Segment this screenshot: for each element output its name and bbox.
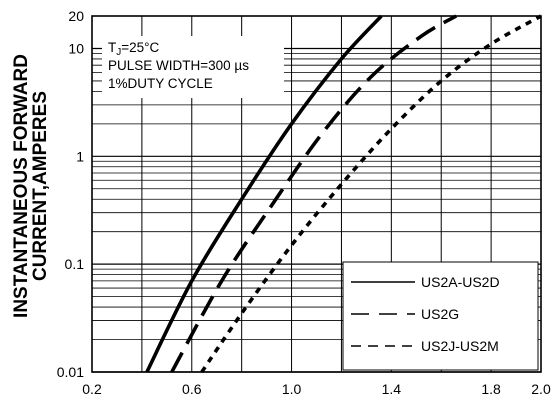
y-tick-label: 10 xyxy=(68,40,84,56)
series-line-us2j-us2m xyxy=(200,14,542,374)
x-tick-label: 2.0 xyxy=(531,381,551,397)
x-tick-label: 1.8 xyxy=(481,381,501,397)
series-line-us2g xyxy=(170,14,458,373)
duty-cycle-note: 1%DUTY CYCLE xyxy=(108,76,213,91)
y-tick-label: 0.01 xyxy=(57,364,84,380)
legend-label-us2j-us2m: US2J-US2M xyxy=(421,338,499,354)
legend-label-us2a-us2d: US2A-US2D xyxy=(421,274,500,290)
x-tick-label: 0.6 xyxy=(182,381,202,397)
x-tick-label: 0.2 xyxy=(82,381,102,397)
legend-background xyxy=(342,261,539,371)
y-tick-label: 0.1 xyxy=(65,256,85,272)
y-tick-label: 20 xyxy=(68,8,84,24)
tj-prefix: T xyxy=(108,40,116,55)
tick-label-layer: 0.2 0.6 1.0 1.4 1.8 2.0 0.01 0.1 1 10 20 xyxy=(57,8,551,397)
y-axis-label-line-1: INSTANTANEOUS FORWARD xyxy=(11,54,32,318)
legend: US2A-US2D US2G US2J-US2M xyxy=(342,261,539,371)
x-tick-label: 1.0 xyxy=(282,381,302,397)
conditions-annotation-background xyxy=(102,36,284,98)
series-line-us2a-us2d xyxy=(145,14,383,373)
pulse-width-note: PULSE WIDTH=300 µs xyxy=(108,58,249,73)
legend-label-us2g: US2G xyxy=(421,306,459,322)
junction-temperature-note: TJ=25°C xyxy=(108,40,160,58)
tj-value: =25°C xyxy=(121,40,159,55)
x-tick-label: 1.4 xyxy=(382,381,402,397)
series-layer xyxy=(145,14,542,374)
y-axis-label-line-2: CURRENT,AMPERES xyxy=(30,91,51,281)
y-tick-label: 1 xyxy=(76,148,84,164)
tj-subscript: J xyxy=(116,47,121,58)
legend-items: US2A-US2D US2G US2J-US2M xyxy=(351,274,500,354)
plot-frame xyxy=(91,15,542,373)
